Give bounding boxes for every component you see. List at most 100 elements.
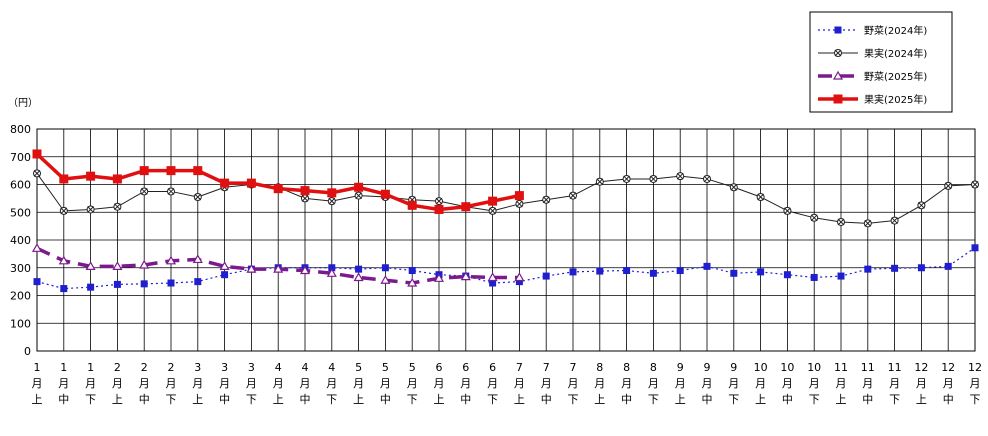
data-point <box>542 195 551 204</box>
y-axis-unit-label: （円） <box>8 97 38 109</box>
data-point <box>515 199 524 208</box>
x-tick-label: 12 月中 <box>941 361 955 406</box>
x-tick-label-line: 下 <box>809 393 820 406</box>
x-tick-label: 2 月中 <box>139 361 150 406</box>
x-tick-label-line: 月 <box>487 377 498 390</box>
data-point <box>757 268 765 276</box>
x-tick-label-line: 6 <box>489 361 496 374</box>
data-point <box>140 280 148 288</box>
x-tick-label: 6 月下 <box>487 361 498 406</box>
x-tick-label-line: 下 <box>407 393 418 406</box>
x-tick-label-line: 上 <box>112 393 123 406</box>
data-point <box>703 174 711 183</box>
x-tick-label-line: 11 <box>834 361 848 374</box>
x-tick-label-line: 月 <box>568 377 579 390</box>
data-point <box>891 264 899 272</box>
x-tick-label-line: 8 <box>623 361 630 374</box>
data-point <box>113 202 122 211</box>
axes: 0 100 200 300 400 500 600 700 800 1 月上 1 月中 1 月下 2 月上 2 月中… <box>10 123 982 406</box>
x-tick-label-line: 下 <box>487 393 498 406</box>
legend-label: 果実(2025年) <box>864 93 927 106</box>
x-tick-label-line: 12 <box>968 361 982 374</box>
x-tick-label-line: 7 <box>543 361 550 374</box>
data-point <box>622 174 631 183</box>
legend-item: 野菜(2025年) <box>818 70 927 83</box>
data-point <box>353 272 364 282</box>
x-tick-label-line: 中 <box>58 393 69 406</box>
data-point <box>488 196 498 206</box>
y-tick-label: 300 <box>10 262 31 275</box>
data-point <box>596 267 604 275</box>
data-point <box>166 166 176 176</box>
data-point <box>569 268 577 276</box>
x-tick-label: 7 月下 <box>568 361 579 406</box>
legend-label: 野菜(2024年) <box>864 24 927 37</box>
x-tick-label-line: 月 <box>702 377 713 390</box>
x-tick-label: 4 月上 <box>273 361 284 406</box>
x-tick-label-line: 月 <box>219 377 230 390</box>
x-tick-label-line: 月 <box>58 377 69 390</box>
legend-marker <box>834 26 842 34</box>
x-tick-label: 1 月下 <box>85 361 96 406</box>
x-tick-label-line: 月 <box>326 377 337 390</box>
data-point <box>407 277 418 287</box>
x-tick-label: 10 月上 <box>754 361 768 406</box>
data-point <box>863 219 872 228</box>
x-tick-label: 10 月中 <box>780 361 794 406</box>
x-tick-label: 6 月上 <box>434 361 445 406</box>
x-tick-label-line: 月 <box>782 377 793 390</box>
x-tick-label-line: 月 <box>273 377 284 390</box>
x-tick-label-line: 上 <box>675 393 686 406</box>
x-tick-label-line: 10 <box>754 361 768 374</box>
data-point <box>971 244 979 252</box>
data-point <box>167 187 175 196</box>
x-tick-label: 11 月中 <box>861 361 875 406</box>
x-tick-label-line: 月 <box>621 377 632 390</box>
data-point <box>729 183 738 192</box>
x-tick-label: 5 月上 <box>353 361 364 406</box>
x-tick-label-line: 月 <box>139 377 150 390</box>
x-tick-label-line: 8 <box>650 361 657 374</box>
x-tick-label-line: 9 <box>730 361 737 374</box>
x-tick-label: 7 月上 <box>514 361 525 406</box>
x-tick-label-line: 月 <box>246 377 257 390</box>
data-point <box>837 272 845 280</box>
x-tick-label-line: 10 <box>807 361 821 374</box>
data-point <box>59 206 68 215</box>
data-point <box>864 265 872 273</box>
x-tick-label-line: 7 <box>516 361 523 374</box>
data-point <box>783 271 791 279</box>
x-tick-label: 5 月中 <box>380 361 391 406</box>
x-tick-label-line: 月 <box>514 377 525 390</box>
y-tick-label: 400 <box>10 234 31 247</box>
data-point <box>140 187 149 196</box>
data-point <box>676 267 684 275</box>
y-tick-label: 600 <box>10 179 31 192</box>
data-point <box>85 261 96 270</box>
x-tick-label: 4 月下 <box>326 361 337 406</box>
x-tick-label-line: 下 <box>326 393 337 406</box>
data-point <box>649 174 658 183</box>
data-point <box>837 217 845 226</box>
data-point <box>890 216 899 225</box>
data-point <box>87 283 95 291</box>
x-tick-label-line: 月 <box>916 377 927 390</box>
x-tick-label-line: 2 <box>114 361 121 374</box>
x-tick-label-line: 5 <box>382 361 389 374</box>
x-tick-label-line: 月 <box>407 377 418 390</box>
x-tick-label-line: 5 <box>409 361 416 374</box>
data-point <box>461 202 471 212</box>
data-point <box>273 263 284 273</box>
x-tick-label-line: 6 <box>462 361 469 374</box>
x-tick-label: 12 月下 <box>968 361 982 406</box>
x-tick-label-line: 下 <box>568 393 579 406</box>
x-tick-label: 10 月下 <box>807 361 821 406</box>
x-tick-label-line: 4 <box>302 361 309 374</box>
x-tick-label-line: 下 <box>166 393 177 406</box>
data-point <box>514 191 524 201</box>
data-point <box>730 269 738 277</box>
x-tick-label-line: 月 <box>836 377 847 390</box>
x-tick-label-line: 12 <box>914 361 928 374</box>
x-tick-label-line: 1 <box>60 361 67 374</box>
x-tick-label-line: 中 <box>782 393 793 406</box>
